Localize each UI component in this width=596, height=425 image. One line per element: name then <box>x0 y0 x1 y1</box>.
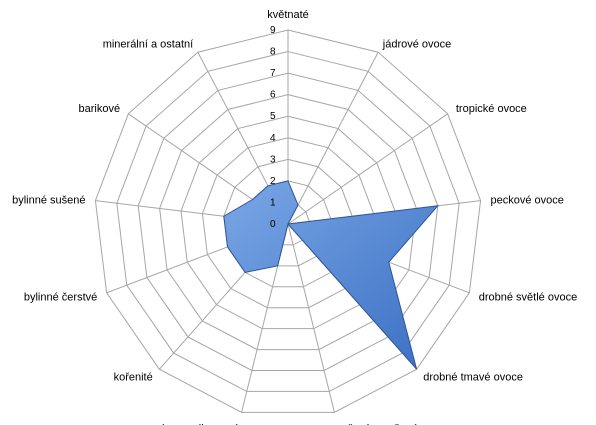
spoke-3 <box>287 113 448 225</box>
spoke-7 <box>287 223 335 413</box>
category-label-5: drobné světlé ovoce <box>479 291 577 303</box>
tick-label-4: 4 <box>270 133 276 144</box>
tick-label-0: 0 <box>270 219 276 230</box>
tick-label-1: 1 <box>270 197 276 208</box>
category-label-3: tropické ovoce <box>456 103 527 115</box>
category-labels: květnaté jádrové ovoce tropické ovoce pecko… <box>12 9 577 425</box>
grid-ring-6 <box>159 94 417 351</box>
tick-label-7: 7 <box>270 68 276 79</box>
tick-label-5: 5 <box>270 111 276 122</box>
tick-label-6: 6 <box>270 90 276 101</box>
tick-label-2: 2 <box>270 176 276 187</box>
spoke-2 <box>287 51 379 225</box>
series-area-1 <box>223 180 440 370</box>
category-label-2: jádrové ovoce <box>382 38 452 50</box>
category-label-7: vařené a sušené ovoce <box>337 423 451 425</box>
grid-ring-9 <box>94 29 482 413</box>
category-label-10: bylinné čerstvé <box>24 291 97 303</box>
grid-ring-7 <box>137 72 439 372</box>
category-label-11: bylinné sušené <box>12 194 85 206</box>
grid-ring-4 <box>201 137 375 309</box>
radial-tick-labels: 0 1 2 3 4 5 6 7 8 9 <box>270 25 276 230</box>
category-label-13: minerální a ostatní <box>103 38 194 50</box>
grid-ring-5 <box>180 115 396 330</box>
category-label-4: peckové ovoce <box>491 194 564 206</box>
category-label-8: karamelizované <box>162 423 239 425</box>
tick-label-9: 9 <box>270 25 276 36</box>
grid-ring-3 <box>223 158 353 288</box>
category-label-6: drobné tmavé ovoce <box>423 372 523 384</box>
category-label-1: květnaté <box>267 9 309 21</box>
tick-label-8: 8 <box>270 47 276 58</box>
category-label-9: kořenité <box>114 372 153 384</box>
category-label-12: barikové <box>79 103 121 115</box>
radar-series <box>223 180 440 370</box>
grid-ring-8 <box>116 51 460 392</box>
tick-label-3: 3 <box>270 154 276 165</box>
